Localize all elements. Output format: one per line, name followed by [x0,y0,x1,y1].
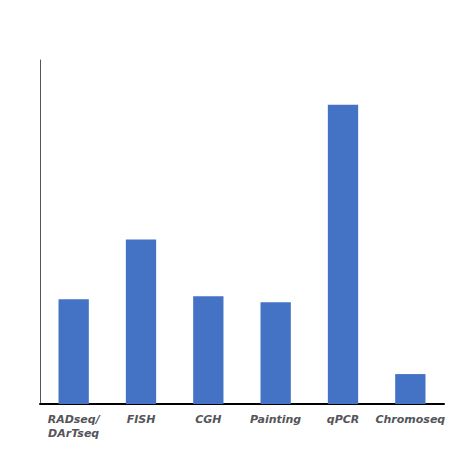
svg-text:RADseq/: RADseq/ [48,413,101,426]
svg-text:Chromoseq: Chromoseq [375,413,445,426]
svg-text:FISH: FISH [127,413,156,426]
svg-text:DArTseq: DArTseq [48,427,99,440]
svg-text:CGH: CGH [195,413,221,426]
svg-text:qPCR: qPCR [327,413,359,426]
svg-text:Painting: Painting [250,413,301,426]
